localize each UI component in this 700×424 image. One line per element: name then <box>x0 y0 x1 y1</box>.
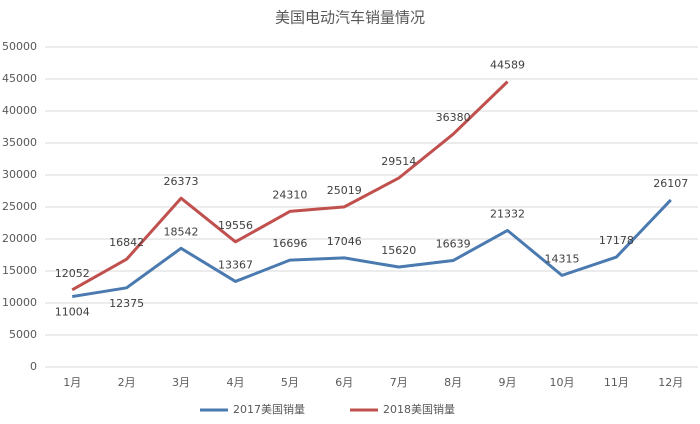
data-label: 36380 <box>436 111 471 124</box>
data-label: 21332 <box>490 207 525 220</box>
y-tick-label: 50000 <box>2 40 37 53</box>
data-label: 16696 <box>272 237 307 250</box>
x-tick-label: 6月 <box>335 376 353 389</box>
y-tick-label: 0 <box>30 360 37 373</box>
y-tick-label: 35000 <box>2 136 37 149</box>
y-tick-label: 10000 <box>2 296 37 309</box>
data-label: 29514 <box>381 155 416 168</box>
data-label: 13367 <box>218 258 253 271</box>
x-tick-label: 1月 <box>63 376 81 389</box>
data-label: 24310 <box>272 188 307 201</box>
x-tick-label: 11月 <box>604 376 629 389</box>
y-tick-label: 5000 <box>9 328 37 341</box>
x-tick-label: 9月 <box>499 376 517 389</box>
data-label: 26107 <box>653 177 688 190</box>
data-label: 15620 <box>381 244 416 257</box>
data-label: 19556 <box>218 219 253 232</box>
y-tick-label: 45000 <box>2 72 37 85</box>
data-label: 16639 <box>436 238 471 251</box>
data-label: 12052 <box>55 267 90 280</box>
x-tick-label: 5月 <box>281 376 299 389</box>
data-label: 18542 <box>164 225 199 238</box>
y-tick-label: 30000 <box>2 168 37 181</box>
x-tick-label: 10月 <box>549 376 574 389</box>
series-line <box>71 198 672 299</box>
x-tick-label: 12月 <box>658 376 683 389</box>
y-tick-label: 40000 <box>2 104 37 117</box>
data-label: 17178 <box>599 234 634 247</box>
x-tick-label: 7月 <box>390 376 408 389</box>
legend-label: 2018美国销量 <box>383 402 455 416</box>
series-line <box>71 80 509 292</box>
data-label: 16842 <box>109 236 144 249</box>
x-tick-label: 2月 <box>118 376 136 389</box>
y-tick-label: 25000 <box>2 200 37 213</box>
data-label: 44589 <box>490 59 525 72</box>
y-tick-label: 20000 <box>2 232 37 245</box>
x-tick-label: 8月 <box>444 376 462 389</box>
legend-label: 2017美国销量 <box>233 402 305 416</box>
x-tick-label: 3月 <box>172 376 190 389</box>
data-label: 12375 <box>109 297 144 310</box>
y-tick-label: 15000 <box>2 264 37 277</box>
chart-title: 美国电动汽车销量情况 <box>275 9 425 27</box>
data-label: 17046 <box>327 235 362 248</box>
data-label: 26373 <box>164 175 199 188</box>
x-tick-label: 4月 <box>226 376 244 389</box>
data-label: 25019 <box>327 184 362 197</box>
data-label: 11004 <box>55 306 90 319</box>
data-label: 14315 <box>544 252 579 265</box>
